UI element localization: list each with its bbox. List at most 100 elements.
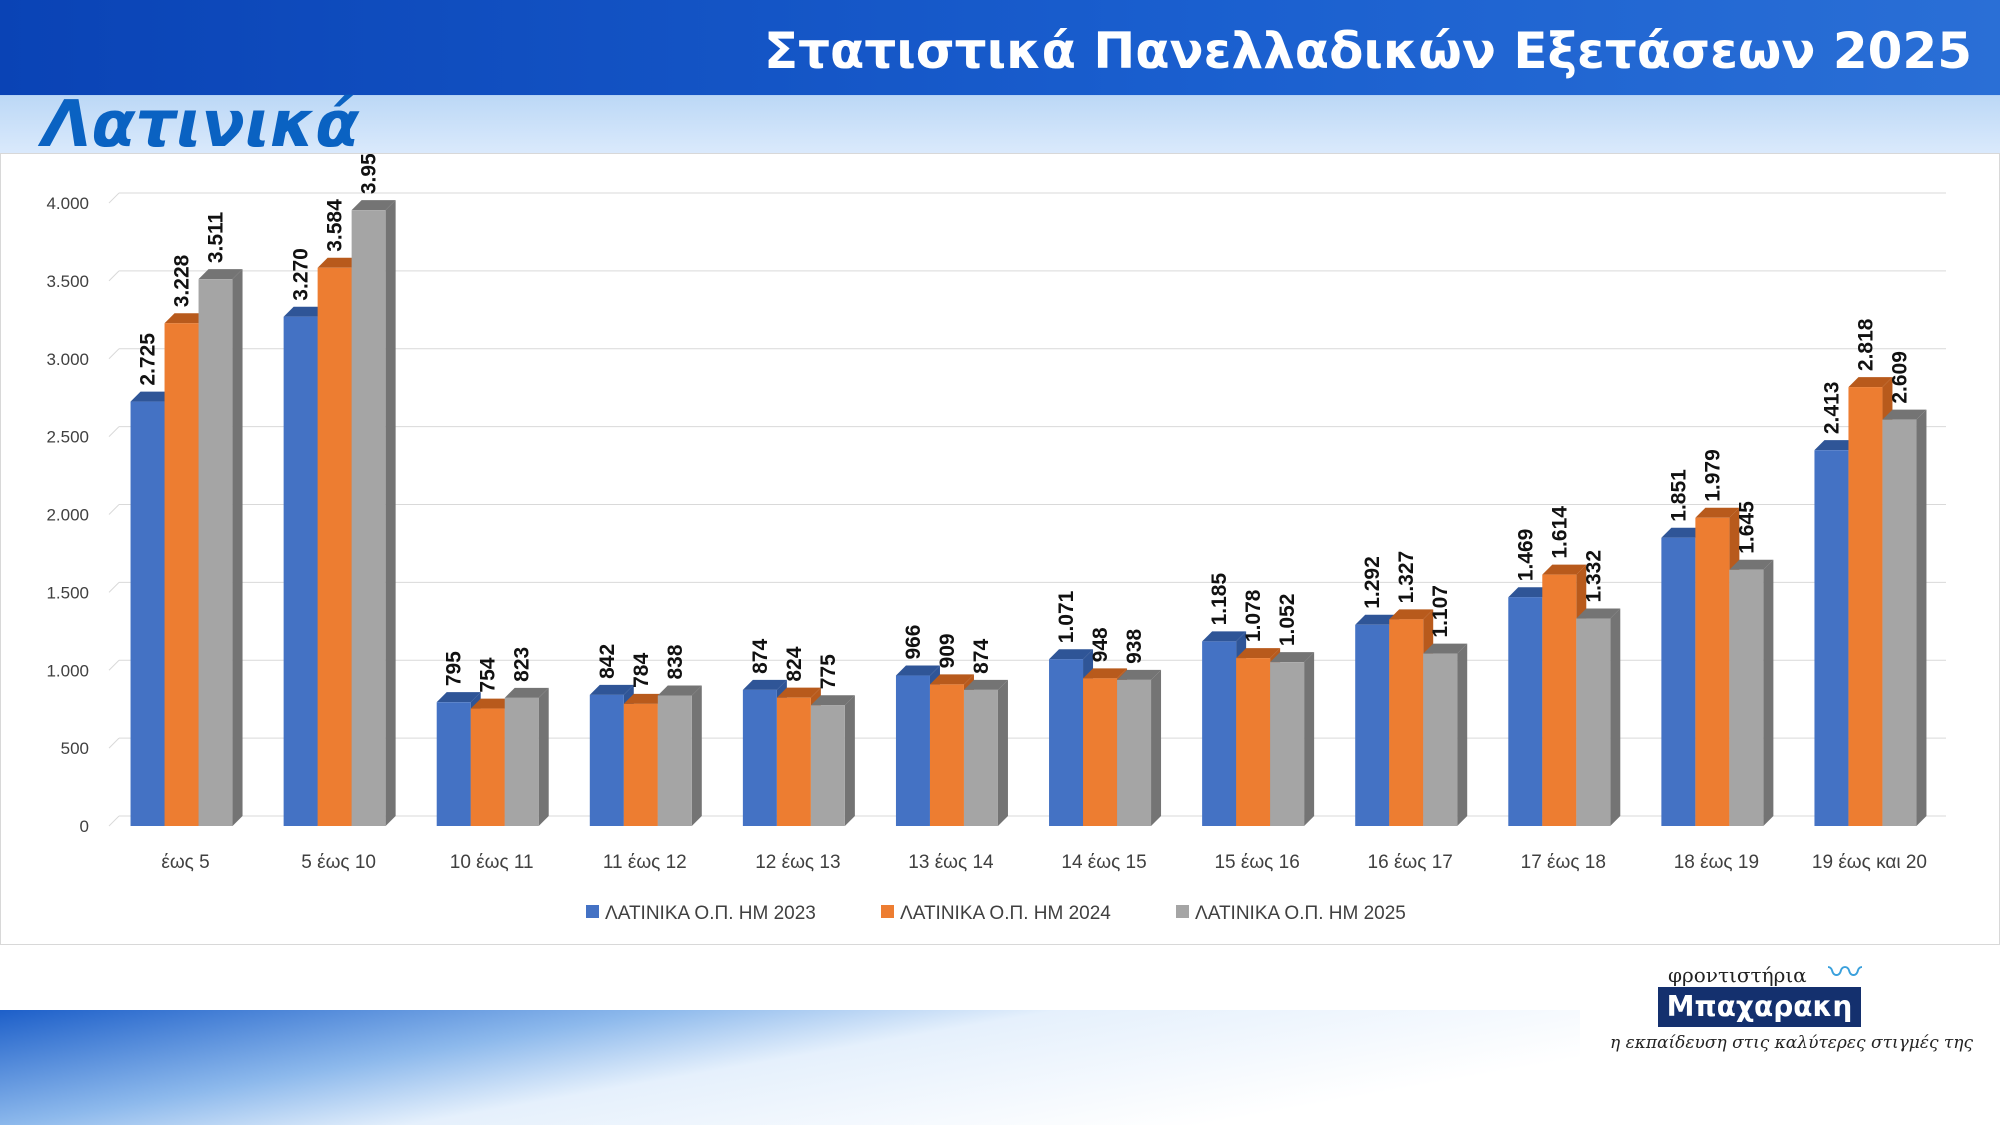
bar-top: [283, 306, 328, 317]
x-tick-label: 12 έως 13: [755, 852, 840, 873]
bar-side: [844, 695, 855, 826]
y-tick-label: 2.500: [46, 428, 89, 447]
bar-top: [1661, 527, 1706, 538]
bar-top: [1389, 609, 1434, 620]
gridline-diag: [108, 737, 120, 749]
bar: [164, 323, 199, 826]
bar: [1661, 537, 1696, 826]
gridline-diag: [108, 659, 120, 671]
legend-swatch: [881, 905, 894, 918]
data-label: 784: [630, 653, 653, 688]
bar: [436, 702, 471, 826]
bar-side: [1763, 559, 1774, 826]
y-tick-label: 500: [61, 739, 89, 758]
x-tick-label: 17 έως 18: [1521, 852, 1606, 873]
header-banner: Στατιστικά Πανελλαδικών Εξετάσεων 2025 Λ…: [0, 0, 2000, 162]
gridline-diag: [108, 192, 120, 204]
data-label: 1.107: [1429, 585, 1452, 638]
data-label: 2.609: [1888, 351, 1911, 404]
bar: [1236, 658, 1271, 826]
x-tick-label: 10 έως 11: [450, 852, 534, 873]
bar: [1576, 618, 1611, 826]
data-label: 874: [970, 639, 993, 674]
bar-top: [623, 693, 668, 704]
bar-top: [895, 665, 940, 676]
logo: 〰 φροντιστήρια Μπαχαρακη η εκπαίδευση στ…: [1580, 945, 2000, 1065]
bar: [657, 695, 692, 826]
subject-title: Λατινικά: [42, 88, 360, 162]
bar: [130, 401, 165, 826]
bar-top: [1882, 409, 1927, 420]
bar-top: [1508, 587, 1553, 598]
bar: [929, 684, 964, 826]
bar-side: [1457, 643, 1468, 826]
bar-top: [164, 313, 209, 324]
data-label: 2.413: [1820, 382, 1843, 435]
x-tick-label: 5 έως 10: [301, 852, 376, 873]
bar-top: [470, 698, 515, 709]
bar: [1270, 662, 1305, 826]
bar-side: [997, 679, 1008, 826]
y-tick-label: 3.000: [46, 350, 89, 369]
x-tick-label: 14 έως 15: [1061, 852, 1146, 873]
bar: [1729, 569, 1764, 826]
gridline-diag: [108, 504, 120, 515]
bar-top: [504, 687, 549, 698]
bar: [623, 703, 658, 826]
data-label: 3.270: [290, 248, 313, 301]
x-tick-label: 19 έως και 20: [1812, 852, 1927, 873]
logo-top-text: φροντιστήρια: [1668, 963, 1807, 987]
bar-top: [657, 685, 702, 696]
bar: [1389, 619, 1424, 826]
data-label: 938: [1123, 629, 1146, 664]
y-tick-label: 4.000: [46, 194, 89, 213]
bar: [1202, 641, 1237, 826]
data-label: 1.052: [1276, 594, 1299, 647]
data-label: 1.979: [1701, 449, 1724, 502]
bar-top: [963, 679, 1008, 690]
data-label: 3.228: [171, 254, 194, 307]
data-label: 3.954: [358, 154, 381, 194]
gridline-diag: [108, 815, 120, 827]
bar-top: [589, 684, 634, 695]
data-label: 966: [902, 624, 925, 659]
logo-name: Μπαχαρακη: [1658, 987, 1861, 1027]
data-label: 1.851: [1667, 469, 1690, 522]
bar-top: [929, 674, 974, 685]
bar-top: [1695, 507, 1740, 518]
data-label: 1.645: [1735, 501, 1758, 554]
x-tick-label: 13 έως 14: [908, 852, 994, 873]
bar: [589, 694, 624, 826]
bar-side: [1610, 608, 1621, 826]
dove-icon: 〰: [1828, 953, 1862, 993]
bar: [1695, 517, 1730, 826]
bar: [810, 705, 845, 826]
data-label: 1.327: [1395, 551, 1418, 604]
page-title: Στατιστικά Πανελλαδικών Εξετάσεων 2025: [763, 22, 1972, 80]
y-tick-label: 0: [80, 817, 89, 836]
data-label: 874: [749, 639, 772, 674]
bar-top: [1236, 648, 1281, 659]
bar-top: [351, 200, 396, 211]
bar-top: [742, 679, 787, 690]
bar-side: [691, 685, 702, 826]
y-tick-label: 3.500: [46, 272, 89, 291]
bar-side: [1304, 652, 1315, 826]
bar-side: [1916, 409, 1927, 826]
bar: [742, 689, 777, 826]
bar-top: [1729, 559, 1774, 570]
bar-top: [436, 692, 481, 703]
bar: [1882, 419, 1917, 826]
bar-top: [776, 687, 821, 698]
bar-side: [1151, 669, 1162, 826]
data-label: 909: [936, 633, 959, 668]
bar-top: [1355, 614, 1400, 625]
data-label: 1.185: [1208, 573, 1231, 626]
chart-panel: 0 500 1.000 1.500 2.000 2.500 3.000 3.500 4.000 2…: [0, 141, 2000, 945]
y-tick-label: 2.000: [46, 506, 89, 525]
x-tick-label: έως 5: [161, 852, 209, 873]
gridline-diag: [108, 582, 120, 593]
data-label: 1.614: [1548, 506, 1571, 559]
bar-top: [1848, 377, 1893, 388]
legend-label: ΛΑΤΙΝΙΚΑ Ο.Π. ΗΜ 2025: [1195, 903, 1406, 924]
